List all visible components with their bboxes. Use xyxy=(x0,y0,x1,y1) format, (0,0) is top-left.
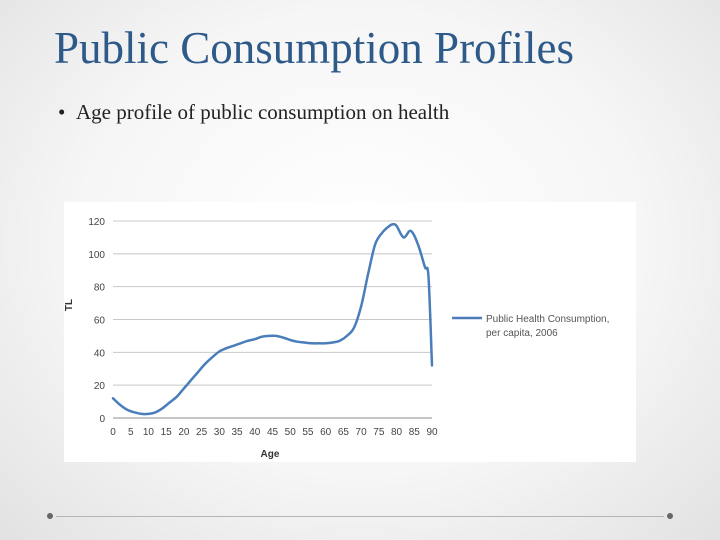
x-tick-label: 35 xyxy=(231,427,243,438)
line-chart: 0 20 40 60 80 100 120 0 5 10 15 20 25 30 35 40 45 50 55 60 6… xyxy=(64,217,609,460)
y-tick-label: 100 xyxy=(88,250,105,261)
y-tick-label: 60 xyxy=(94,316,106,327)
bullet-item: Age profile of public consumption on hea… xyxy=(58,98,518,126)
x-tick-label: 40 xyxy=(249,427,261,438)
legend-label: Public Health Consumption, per capita, 20… xyxy=(486,314,609,339)
x-tick-label: 90 xyxy=(426,427,438,438)
x-tick-label: 25 xyxy=(196,427,208,438)
x-tick-label: 15 xyxy=(161,427,173,438)
x-tick-label: 10 xyxy=(143,427,155,438)
slide-decoration-line xyxy=(56,516,664,517)
y-tick-label: 20 xyxy=(94,381,106,392)
slide-decoration-dot-right xyxy=(667,513,673,519)
y-tick-label: 80 xyxy=(94,283,106,294)
y-tick-label: 120 xyxy=(88,217,105,228)
x-tick-label: 65 xyxy=(338,427,350,438)
slide-title: Public Consumption Profiles xyxy=(54,23,575,73)
x-tick-label: 60 xyxy=(320,427,332,438)
x-tick-label: 70 xyxy=(356,427,368,438)
x-tick-label: 55 xyxy=(302,427,314,438)
x-tick-label: 5 xyxy=(128,427,134,438)
x-tick-label: 45 xyxy=(267,427,279,438)
x-tick-label: 75 xyxy=(373,427,385,438)
x-tick-label: 20 xyxy=(178,427,190,438)
chart-container: 0 20 40 60 80 100 120 0 5 10 15 20 25 30 35 40 45 50 55 60 6… xyxy=(64,202,636,462)
x-tick-label: 50 xyxy=(285,427,297,438)
y-tick-label: 0 xyxy=(99,414,105,425)
x-tick-label: 30 xyxy=(214,427,226,438)
y-tick-label: 40 xyxy=(94,348,106,359)
x-tick-label: 80 xyxy=(391,427,403,438)
x-tick-label: 85 xyxy=(409,427,421,438)
bullet-list: Age profile of public consumption on hea… xyxy=(58,98,518,126)
y-axis-title: TL xyxy=(64,299,75,311)
x-tick-label: 0 xyxy=(110,427,116,438)
x-axis-title: Age xyxy=(261,449,280,460)
series-line xyxy=(111,222,434,416)
slide-decoration-dot-left xyxy=(47,513,53,519)
